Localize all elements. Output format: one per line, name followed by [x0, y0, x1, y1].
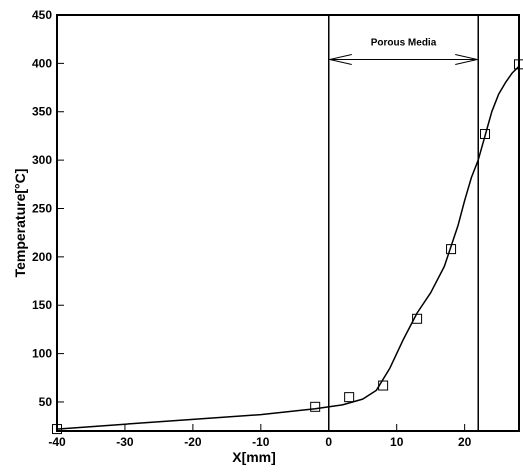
temperature-curve: [56, 65, 520, 430]
data-point-marker: [378, 380, 389, 391]
y-tick-label: 200: [32, 250, 52, 264]
data-point-marker: [52, 424, 62, 435]
porous-media-arrowhead-right: [455, 54, 478, 65]
y-tick-label: 100: [32, 347, 52, 361]
x-tick-label: 10: [390, 435, 404, 449]
porous-media-label: Porous Media: [371, 38, 437, 49]
data-point-marker: [310, 401, 321, 412]
plot-frame-group: [56, 14, 520, 432]
markers-group: [52, 59, 523, 435]
y-tick-label: 400: [32, 56, 52, 70]
data-point-marker: [412, 313, 423, 324]
y-tick-label: 50: [39, 395, 53, 409]
annotations-group: Porous Media: [329, 38, 478, 65]
ticks-group: -40 -30 -20 -10 0 10 20 50 100 150 200 250 300 350 400…: [32, 8, 472, 449]
data-point-marker: [344, 392, 355, 403]
y-tick-label: 450: [32, 8, 52, 22]
y-tick-label: 350: [32, 105, 52, 119]
series-group: [56, 65, 520, 430]
plot-frame: [56, 14, 520, 432]
x-tick-label: 0: [325, 435, 332, 449]
y-tick-label: 150: [32, 298, 52, 312]
x-tick-label: -20: [184, 435, 202, 449]
porous-media-arrowhead-left: [329, 54, 352, 65]
x-tick-label: -30: [116, 435, 134, 449]
y-tick-label: 250: [32, 201, 52, 215]
y-axis-title: Temperature[°C]: [12, 169, 28, 278]
x-tick-label: -40: [48, 435, 66, 449]
x-tick-label: 20: [458, 435, 472, 449]
vlines-group: [328, 15, 479, 431]
y-tick-label: 300: [32, 153, 52, 167]
data-point-marker: [514, 59, 523, 70]
x-tick-label: -10: [252, 435, 270, 449]
x-axis-title: X[mm]: [232, 449, 276, 465]
data-point-marker: [480, 128, 491, 139]
data-point-marker: [446, 244, 457, 255]
